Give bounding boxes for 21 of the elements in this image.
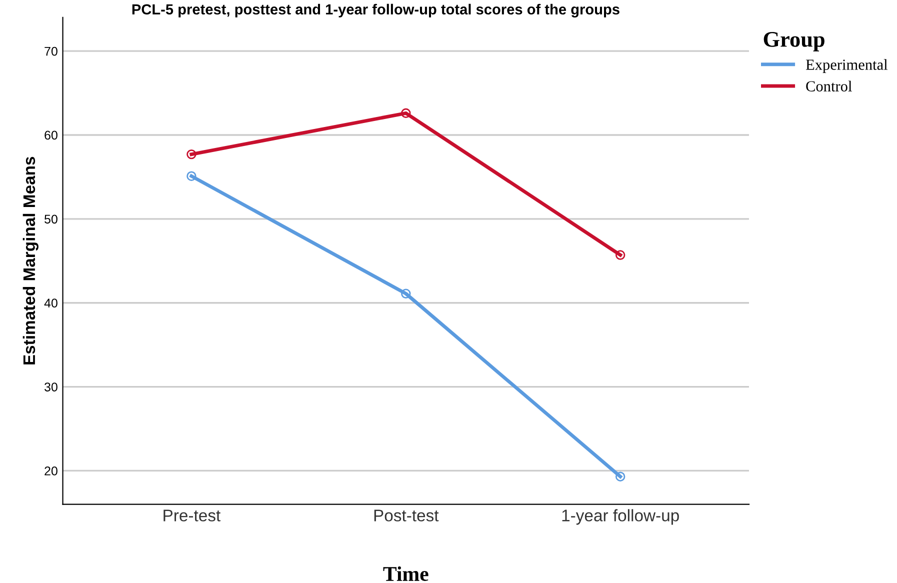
point: [401, 108, 411, 118]
y-axis-title: Estimated Marginal Means: [22, 156, 38, 364]
x-tick-label: Post-test: [374, 510, 439, 522]
legend-label: Experimental: [806, 59, 888, 73]
point: [615, 472, 626, 482]
chart-title: PCL-5 pretest, posttest and 1-year follow-up total scores of the groups: [132, 4, 620, 18]
point: [186, 149, 196, 160]
legend-title: Group: [764, 32, 824, 52]
x-axis-title: Time: [383, 566, 428, 582]
point: [186, 171, 196, 181]
y-tick-label: 50: [44, 214, 58, 224]
x-tick-label: Pre-test: [164, 510, 221, 522]
y-tick-label: 60: [44, 130, 58, 140]
y-tick-label: 30: [44, 382, 58, 392]
y-tick-label: 70: [44, 46, 58, 56]
x-tick-label: 1-year follow-up: [562, 509, 679, 525]
y-tick-label: 40: [44, 298, 58, 308]
point: [401, 288, 411, 298]
y-tick-label: 20: [44, 466, 58, 476]
legend-label: Control: [806, 80, 852, 92]
point: [615, 250, 626, 260]
